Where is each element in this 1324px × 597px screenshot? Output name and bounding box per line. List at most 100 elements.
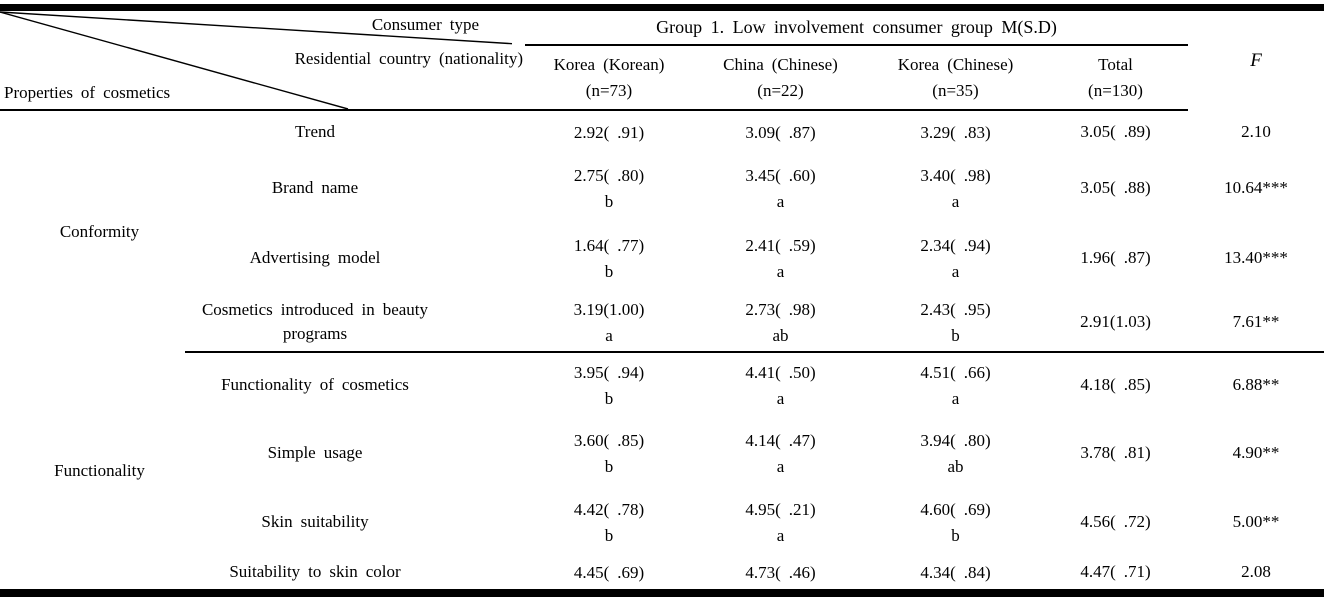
mean-sd-cell: 3.29( .83) — [868, 110, 1043, 153]
mean-sd-cell: 3.19(1.00) a — [525, 293, 693, 353]
mean-sd-value: 3.95( .94) — [573, 362, 645, 382]
property-label: Skin suitability — [261, 512, 369, 531]
f-value-cell: 5.00** — [1232, 512, 1280, 531]
table-row: Skin suitability 4.42( .78) b 4.95( .21)… — [0, 489, 1324, 555]
mean-sd-value: 4.73( .46) — [745, 562, 816, 582]
mean-sd-cell: 2.73( .98) ab — [693, 293, 868, 353]
total-mean-sd-cell: 4.18( .85) — [1080, 375, 1151, 394]
mean-sd-value: 2.75( .80) — [573, 165, 645, 185]
mean-sd-value: 2.43( .95) — [920, 299, 991, 319]
table-row: Cosmetics introduced in beauty programs … — [0, 293, 1324, 353]
posthoc-letter: b — [604, 191, 614, 211]
f-statistic-column-header: F — [1250, 49, 1262, 71]
mean-sd-cell: 3.95( .94) b — [525, 352, 693, 417]
f-value-cell: 2.10 — [1241, 121, 1271, 141]
posthoc-letter: a — [605, 325, 613, 345]
posthoc-letter: a — [951, 388, 960, 408]
corner-label-residential-country: Residential country (nationality) — [294, 49, 523, 68]
mean-sd-cell: 2.92( .91) — [525, 110, 693, 153]
mean-sd-value: 4.34( .84) — [920, 562, 991, 582]
diagonal-header-cell: Consumer type Residential country (natio… — [0, 7, 525, 111]
mean-sd-cell: 2.75( .80) b — [525, 153, 693, 223]
corner-label-properties-of-cosmetics: Properties of cosmetics — [4, 83, 171, 102]
f-value-cell: 2.08 — [1241, 562, 1271, 581]
mean-sd-value: 4.42( .78) — [573, 499, 645, 519]
mean-sd-cell: 3.94( .80) ab — [868, 417, 1043, 489]
property-label: Cosmetics introduced in beauty programs — [185, 293, 525, 353]
total-mean-sd-cell: 4.47( .71) — [1080, 562, 1151, 581]
f-value-cell: 10.64*** — [1224, 178, 1288, 197]
posthoc-letter: b — [604, 525, 614, 545]
posthoc-letter: a — [776, 191, 785, 211]
posthoc-letter: b — [951, 325, 960, 345]
mean-sd-value: 4.41( .50) — [745, 362, 816, 382]
mean-sd-cell: 4.34( .84) — [868, 555, 1043, 593]
property-label: Simple usage — [267, 443, 363, 462]
table-row: Conformity Trend 2.92( .91) 3.09( .87) 3… — [0, 110, 1324, 241]
mean-sd-value: 3.94( .80) — [920, 430, 991, 450]
mean-sd-value: 3.09( .87) — [745, 122, 816, 142]
mean-sd-cell: 2.43( .95) b — [868, 293, 1043, 353]
mean-sd-cell: 4.14( .47) a — [693, 417, 868, 489]
header-row-columns: Korea (Korean) (n=73) China (Chinese) (n… — [0, 45, 1324, 111]
mean-sd-cell: 2.41( .59) a — [693, 223, 868, 293]
f-value-cell: 4.90** — [1232, 443, 1280, 462]
total-mean-sd-cell: 2.91(1.03) — [1043, 293, 1189, 353]
mean-sd-value: 3.60( .85) — [573, 430, 645, 450]
table-row: Functionality Functionality of cosmetics… — [0, 352, 1324, 480]
section-label-conformity: Conformity — [59, 221, 140, 241]
mean-sd-value: 2.92( .91) — [573, 122, 645, 142]
mean-sd-value: 3.45( .60) — [745, 165, 816, 185]
table-row: Simple usage 3.60( .85) b 4.14( .47) a 3… — [0, 417, 1324, 489]
header-row-group: Consumer type Residential country (natio… — [0, 7, 1324, 111]
property-label: Functionality of cosmetics — [221, 375, 409, 394]
corner-label-consumer-type: Consumer type — [371, 15, 479, 34]
total-mean-sd-cell: 3.78( .81) — [1080, 443, 1151, 462]
table-header: Consumer type Residential country (natio… — [0, 7, 1324, 111]
section-label-functionality: Functionality — [54, 460, 145, 480]
mean-sd-cell: 4.45( .69) — [525, 555, 693, 593]
posthoc-letter: b — [604, 261, 614, 281]
anova-results-table: Consumer type Residential country (natio… — [0, 4, 1324, 597]
total-mean-sd-cell: 4.56( .72) — [1080, 512, 1151, 531]
mean-sd-cell: 4.51( .66) a — [868, 352, 1043, 417]
mean-sd-cell: 3.09( .87) — [693, 110, 868, 153]
posthoc-letter: b — [604, 456, 614, 476]
property-label: Advertising model — [249, 248, 381, 267]
mean-sd-value: 4.14( .47) — [745, 430, 816, 450]
mean-sd-value: 4.60( .69) — [920, 499, 991, 519]
mean-sd-value: 3.29( .83) — [920, 122, 991, 142]
mean-sd-value: 4.95( .21) — [745, 499, 816, 519]
mean-sd-cell: 3.60( .85) b — [525, 417, 693, 489]
f-value-cell: 7.61** — [1188, 293, 1324, 353]
mean-sd-cell: 1.64( .77) b — [525, 223, 693, 293]
table-row: Advertising model 1.64( .77) b 2.41( .59… — [0, 223, 1324, 293]
posthoc-letter: a — [776, 388, 785, 408]
posthoc-letter: a — [951, 261, 960, 281]
mean-sd-value: 2.73( .98) — [745, 299, 816, 319]
mean-sd-value: 3.19(1.00) — [573, 299, 645, 319]
total-mean-sd-cell: 3.05( .88) — [1080, 178, 1151, 197]
f-value-cell: 6.88** — [1232, 375, 1280, 394]
diagonal-divider-lines — [0, 11, 513, 109]
table-row: Brand name 2.75( .80) b 3.45( .60) a 3.4… — [0, 153, 1324, 223]
total-mean-sd-cell: 1.96( .87) — [1080, 248, 1151, 267]
mean-sd-value: 3.40( .98) — [920, 165, 991, 185]
property-label: Brand name — [271, 178, 359, 197]
column-header-china-chinese: China (Chinese) (n=22) — [693, 45, 868, 111]
posthoc-letter: b — [604, 388, 614, 408]
mean-sd-cell: 4.60( .69) b — [868, 489, 1043, 555]
mean-sd-cell: 3.40( .98) a — [868, 153, 1043, 223]
posthoc-letter: ab — [947, 456, 964, 476]
column-header-total: Total (n=130) — [1043, 45, 1189, 111]
mean-sd-cell: 2.34( .94) a — [868, 223, 1043, 293]
posthoc-letter: b — [951, 525, 960, 545]
column-header-korea-korean: Korea (Korean) (n=73) — [525, 45, 693, 111]
posthoc-letter: a — [776, 261, 785, 281]
mean-sd-cell: 4.73( .46) — [693, 555, 868, 593]
mean-sd-value: 2.34( .94) — [920, 235, 991, 255]
table-row: Suitability to skin color 4.45( .69) 4.7… — [0, 555, 1324, 593]
mean-sd-cell: 4.41( .50) a — [693, 352, 868, 417]
mean-sd-value: 2.41( .59) — [745, 235, 816, 255]
